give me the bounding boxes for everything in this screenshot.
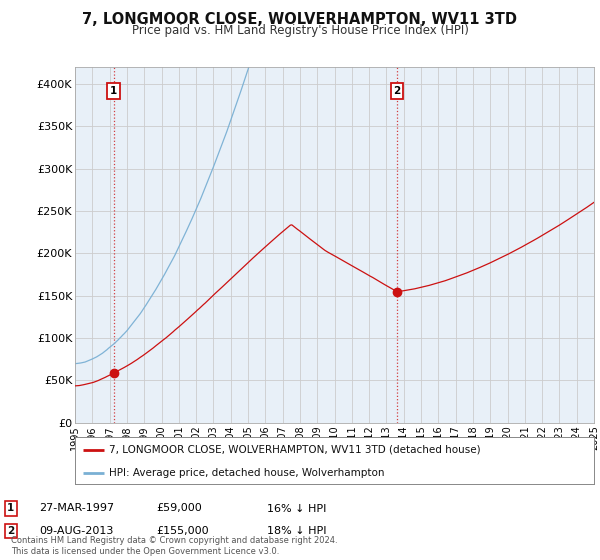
Text: 7, LONGMOOR CLOSE, WOLVERHAMPTON, WV11 3TD: 7, LONGMOOR CLOSE, WOLVERHAMPTON, WV11 3… bbox=[83, 12, 517, 27]
Text: 27-MAR-1997: 27-MAR-1997 bbox=[39, 503, 114, 514]
Text: £59,000: £59,000 bbox=[156, 503, 202, 514]
Text: 16% ↓ HPI: 16% ↓ HPI bbox=[267, 503, 326, 514]
Text: 18% ↓ HPI: 18% ↓ HPI bbox=[267, 526, 326, 536]
Text: 7, LONGMOOR CLOSE, WOLVERHAMPTON, WV11 3TD (detached house): 7, LONGMOOR CLOSE, WOLVERHAMPTON, WV11 3… bbox=[109, 445, 481, 455]
Text: 09-AUG-2013: 09-AUG-2013 bbox=[39, 526, 113, 536]
Text: Contains HM Land Registry data © Crown copyright and database right 2024.
This d: Contains HM Land Registry data © Crown c… bbox=[11, 536, 337, 556]
Text: HPI: Average price, detached house, Wolverhampton: HPI: Average price, detached house, Wolv… bbox=[109, 468, 384, 478]
Text: 2: 2 bbox=[394, 86, 401, 96]
Text: 2: 2 bbox=[7, 526, 14, 536]
Text: £155,000: £155,000 bbox=[156, 526, 209, 536]
Text: 1: 1 bbox=[110, 86, 117, 96]
Text: Price paid vs. HM Land Registry's House Price Index (HPI): Price paid vs. HM Land Registry's House … bbox=[131, 24, 469, 36]
Text: 1: 1 bbox=[7, 503, 14, 514]
